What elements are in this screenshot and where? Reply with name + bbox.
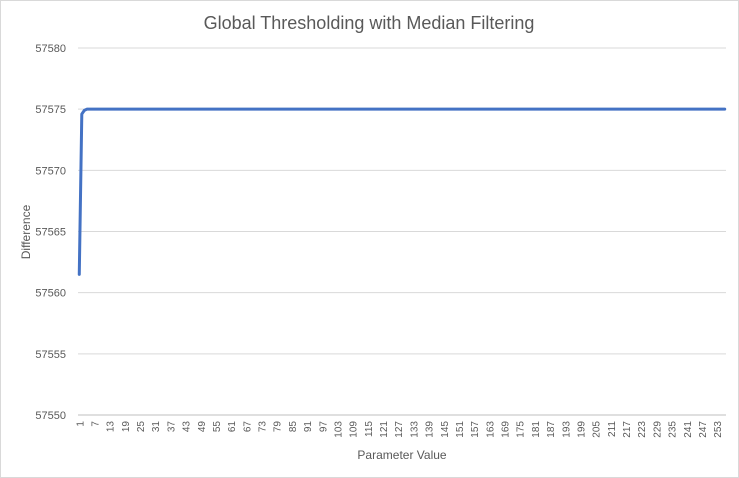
chart-title: Global Thresholding with Median Filterin…	[204, 13, 535, 33]
x-tick-label: 151	[455, 421, 466, 438]
gridlines	[78, 47, 726, 416]
x-tick-label: 13	[106, 421, 117, 433]
y-tick-label: 57560	[35, 288, 66, 300]
y-tick-label: 57575	[35, 104, 66, 116]
x-tick-label: 139	[425, 421, 436, 438]
x-tick-label: 25	[136, 421, 147, 433]
x-tick-label: 121	[379, 421, 390, 438]
x-tick-label: 103	[333, 421, 344, 438]
x-tick-label: 43	[182, 421, 193, 433]
x-tick-label: 169	[501, 421, 512, 438]
x-tick-label: 187	[546, 421, 557, 438]
series-line	[77, 107, 727, 276]
x-tick-label: 79	[273, 421, 284, 433]
x-tick-label: 235	[668, 421, 679, 438]
series-group	[77, 107, 727, 276]
x-tick-label: 73	[258, 421, 269, 433]
x-tick-label: 67	[242, 421, 253, 433]
x-axis-label: Parameter Value	[357, 448, 446, 462]
x-tick-label: 115	[364, 421, 375, 437]
y-tick-labels: 57550 57555 57560 57565 57570 57575 57580	[35, 43, 66, 422]
x-tick-label: 205	[592, 421, 603, 438]
x-tick-label: 127	[394, 421, 405, 438]
x-tick-label: 37	[166, 421, 177, 433]
x-tick-label: 85	[288, 421, 299, 433]
x-tick-label: 97	[318, 421, 329, 433]
y-tick-label: 57565	[35, 227, 66, 239]
x-tick-label: 163	[485, 421, 496, 438]
x-tick-label: 241	[683, 421, 694, 438]
x-tick-label: 199	[576, 421, 587, 438]
x-tick-label: 211	[607, 421, 618, 437]
x-tick-label: 109	[349, 421, 360, 438]
y-axis-label: Difference	[19, 204, 33, 259]
y-tick-label: 57550	[35, 410, 66, 422]
y-tick-label: 57580	[35, 43, 66, 55]
x-tick-label: 217	[622, 421, 633, 438]
x-tick-label: 145	[440, 421, 451, 438]
x-tick-label: 157	[470, 421, 481, 438]
x-tick-label: 247	[698, 421, 709, 438]
x-tick-label: 223	[637, 421, 648, 438]
x-tick-label: 181	[531, 421, 542, 438]
x-tick-labels: 1 7 13 19 25 31 37 43 49 55 61 67 73 79 85 91 97 103 109 11…	[75, 421, 724, 438]
x-tick-label: 193	[561, 421, 572, 438]
y-tick-label: 57555	[35, 349, 66, 361]
x-tick-label: 19	[121, 421, 132, 433]
x-tick-label: 1	[75, 421, 86, 427]
x-tick-label: 175	[516, 421, 527, 438]
x-tick-label: 61	[227, 421, 238, 433]
x-tick-label: 133	[409, 421, 420, 438]
x-tick-label: 7	[90, 421, 101, 427]
x-tick-label: 91	[303, 421, 314, 433]
x-tick-label: 55	[212, 421, 223, 433]
x-tick-label: 49	[197, 421, 208, 433]
x-tick-label: 31	[151, 421, 162, 433]
x-tick-label: 253	[713, 421, 724, 438]
y-tick-label: 57570	[35, 165, 66, 177]
x-tick-label: 229	[652, 421, 663, 438]
